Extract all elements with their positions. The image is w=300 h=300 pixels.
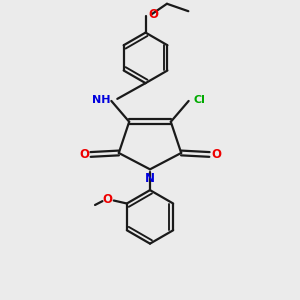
Text: O: O <box>79 148 89 161</box>
Text: Cl: Cl <box>193 95 205 105</box>
Text: O: O <box>211 148 221 161</box>
Text: O: O <box>102 193 112 206</box>
Text: NH: NH <box>92 95 110 105</box>
Text: N: N <box>145 172 155 185</box>
Text: O: O <box>148 8 159 21</box>
